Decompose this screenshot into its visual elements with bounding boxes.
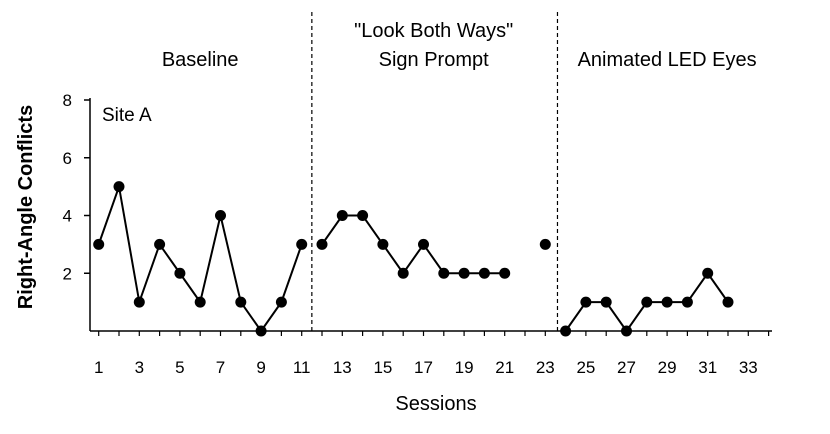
data-point [357,210,369,221]
data-point [235,296,247,308]
data-point [641,296,653,308]
x-tick-label: 13 [333,358,352,377]
x-tick-label: 33 [739,358,758,377]
y-tick-label: 6 [63,149,72,168]
data-point [316,238,328,250]
data-point [296,238,308,250]
data-point [336,210,348,221]
data-point [377,238,389,250]
phase-label: "Look Both Ways" [354,20,513,42]
series-line [321,214,505,275]
x-tick-label: 15 [373,358,392,377]
data-point [418,238,429,250]
x-tick-label: 7 [216,358,225,377]
x-tick-label: 11 [293,358,311,377]
data-series [93,181,734,337]
x-tick-label: 1 [94,358,103,377]
x-tick-label: 3 [135,358,144,377]
y-axis-title: Right-Angle Conflicts [15,105,37,309]
data-point [133,296,145,308]
data-point [174,267,186,279]
data-point [215,210,226,221]
data-point [722,296,734,308]
data-point [255,325,267,337]
data-point [194,296,206,308]
site-label: Site A [102,105,152,126]
x-tick-label: 17 [414,358,433,377]
data-point [560,325,572,337]
x-tick-label: 31 [698,358,717,377]
x-tick-label: 27 [617,358,636,377]
x-tick-label: 5 [175,358,184,377]
data-point [539,238,551,250]
data-point [438,267,450,279]
data-point [580,296,592,308]
data-point [681,296,693,308]
data-point [600,296,612,308]
x-tick-label: 25 [576,358,595,377]
x-axis-title: Sessions [395,393,476,415]
data-point [661,296,673,308]
series-line [97,182,303,333]
axes [89,98,772,332]
data-point [275,296,287,308]
data-point [702,267,714,279]
data-point [397,267,409,279]
data-point [113,181,125,193]
data-point [478,267,490,279]
x-tick-label: 19 [455,358,474,377]
y-tick-label: 2 [63,264,72,283]
phase-label: Sign Prompt [379,49,489,71]
phase-labels: Baseline "Look Both Ways" Sign Prompt Anima… [162,20,757,71]
x-tick-label: 21 [495,358,514,377]
data-point [458,267,470,279]
y-tick-label: 8 [63,91,72,110]
data-point [499,267,511,279]
x-tick-label: 9 [256,358,265,377]
data-point [93,238,105,250]
phase-label: Baseline [162,49,239,71]
x-tick-label: 23 [536,358,555,377]
phase-label: Animated LED Eyes [578,49,757,71]
x-tick-label: 29 [658,358,677,377]
data-point [154,238,166,250]
data-point [621,325,632,337]
y-tick-label: 4 [63,207,72,226]
